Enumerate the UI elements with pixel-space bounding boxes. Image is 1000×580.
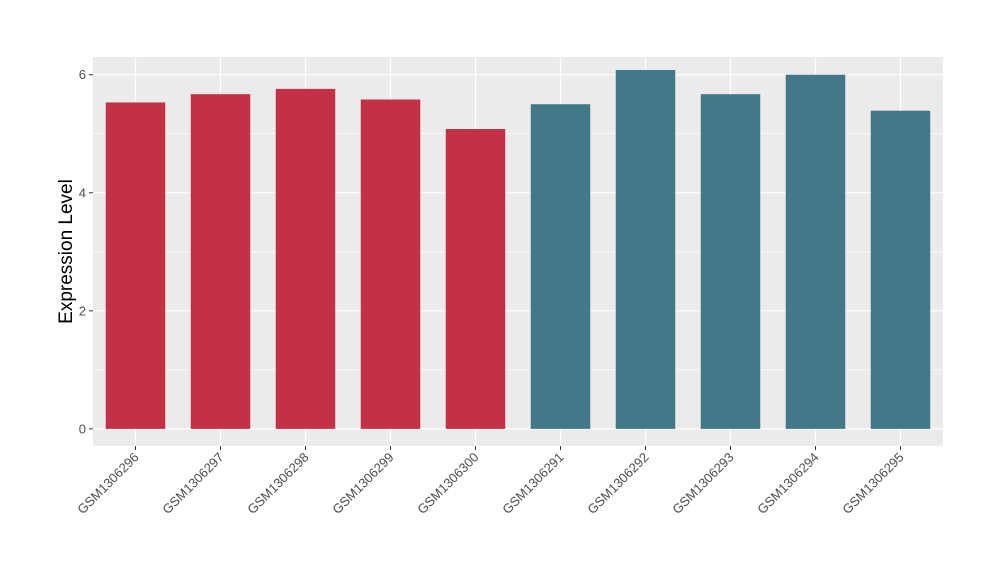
x-tick-label: GSM1306297 (159, 450, 226, 517)
y-tick-label: 2 (79, 303, 86, 318)
x-tick-label: GSM1306300 (414, 450, 481, 517)
x-axis: GSM1306296 GSM1306297 GSM1306298 GSM1306299… (74, 446, 907, 517)
bar-GSM1306292 (615, 69, 676, 429)
x-tick-label: GSM1306291 (499, 450, 566, 517)
x-tick-label: GSM1306293 (669, 450, 736, 517)
x-tick-label: GSM1306294 (754, 450, 821, 517)
x-tick-label: GSM1306292 (584, 450, 651, 517)
bar-GSM1306299 (360, 99, 421, 429)
bar-GSM1306295 (870, 110, 931, 429)
y-tick-label: 4 (79, 185, 86, 200)
bar-GSM1306297 (190, 94, 251, 429)
y-tick-label: 0 (79, 421, 86, 436)
bar-GSM1306296 (105, 102, 166, 429)
x-tick-label: GSM1306295 (839, 450, 906, 517)
bar-GSM1306294 (785, 74, 846, 429)
x-tick-label: GSM1306299 (329, 450, 396, 517)
bar-GSM1306291 (530, 104, 591, 429)
bars (105, 69, 931, 429)
bar-GSM1306298 (275, 88, 336, 429)
y-axis-title: Expression Level (56, 179, 77, 324)
bar-GSM1306300 (445, 129, 506, 429)
x-tick-label: GSM1306296 (74, 450, 141, 517)
y-axis: 0 2 4 6 (79, 67, 93, 436)
bar-GSM1306293 (700, 94, 761, 429)
y-tick-label: 6 (79, 67, 86, 82)
x-tick-label: GSM1306298 (244, 450, 311, 517)
